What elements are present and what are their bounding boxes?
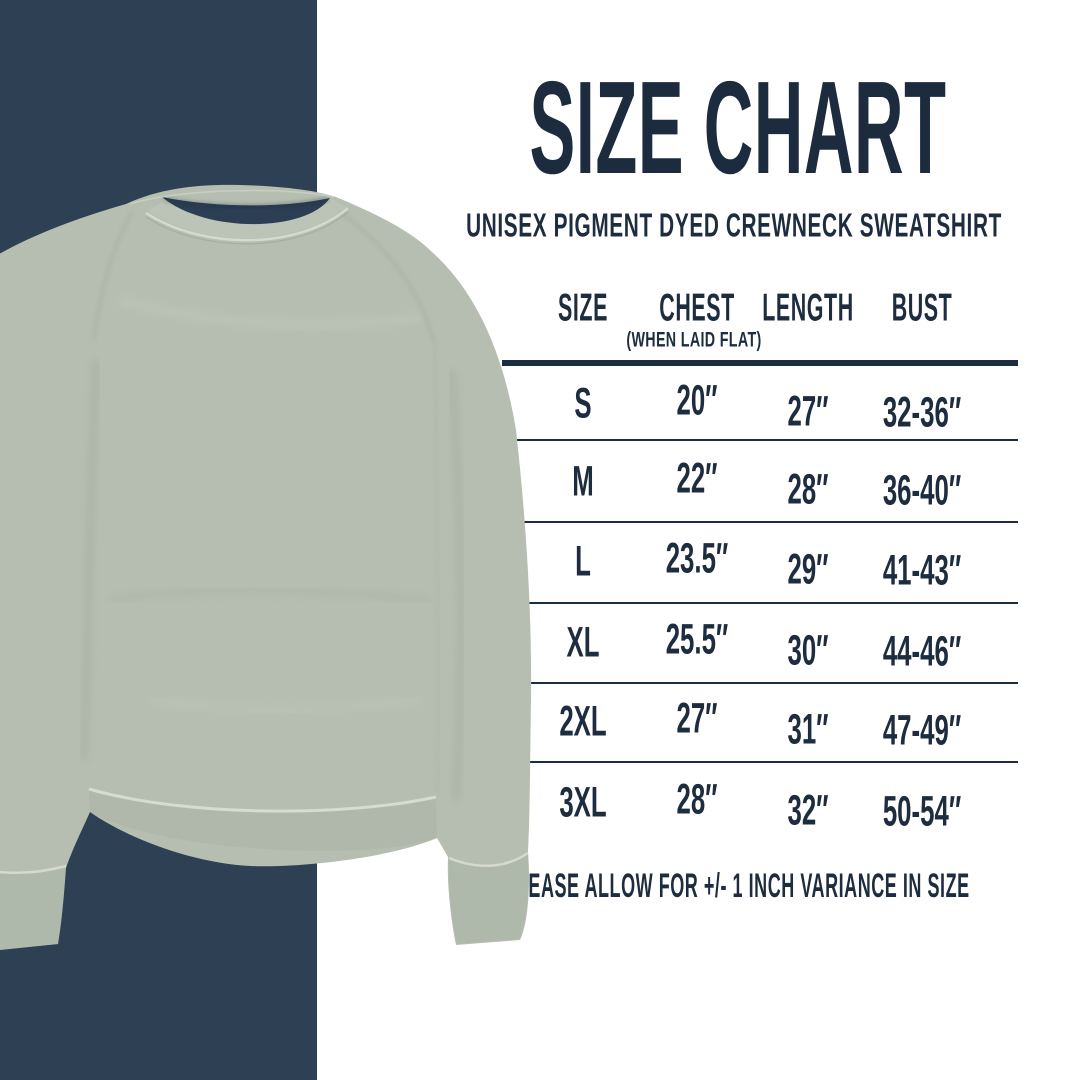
length-measure-line (364, 213, 366, 855)
length-value: 28″ (787, 465, 829, 514)
size-value: M (572, 457, 594, 506)
chest-value: 22″ (676, 454, 718, 503)
length-measure-label: LENGTH (315, 503, 341, 604)
navy-accent-band (0, 0, 317, 1080)
column-header-bust: BUST (891, 286, 953, 330)
variance-note: PLEASE ALLOW FOR +/- 1 INCH VARIANCE IN … (504, 867, 970, 905)
length-value: 30″ (787, 626, 829, 675)
row-divider (502, 761, 1018, 763)
bust-value: 50-54″ (882, 787, 962, 836)
page-title: SIZE CHART (529, 54, 947, 201)
chest-value: 20″ (676, 376, 718, 425)
chest-value: 28″ (676, 775, 718, 824)
table-header-divider (502, 360, 1018, 366)
bust-value: 44-46″ (882, 627, 962, 676)
chest-subheader: (WHEN LAID FLAT) (626, 328, 762, 352)
chest-value: 23.5″ (665, 534, 729, 583)
chest-value: 27″ (676, 694, 718, 743)
size-value: 2XL (559, 697, 607, 746)
column-header-size: SIZE (558, 286, 608, 330)
size-value: 3XL (559, 778, 607, 827)
length-value: 32″ (787, 786, 829, 835)
bust-value: 32-36″ (882, 388, 962, 437)
column-header-length: LENGTH (762, 286, 854, 330)
length-value: 31″ (787, 705, 829, 754)
row-divider (502, 682, 1018, 684)
size-value: S (574, 379, 592, 428)
bust-value: 47-49″ (882, 706, 962, 755)
row-divider (502, 521, 1018, 523)
row-divider (502, 439, 1018, 441)
product-subtitle: UNISEX PIGMENT DYED CREWNECK SWEATSHIRT (466, 206, 1002, 244)
size-value: L (575, 537, 591, 586)
length-value: 29″ (787, 545, 829, 594)
row-divider (502, 602, 1018, 604)
bust-value: 36-40″ (882, 466, 962, 515)
size-value: XL (566, 618, 600, 667)
bust-value: 41-43″ (882, 546, 962, 595)
length-value: 27″ (787, 387, 829, 436)
chest-value: 25.5″ (665, 615, 729, 664)
column-header-chest: CHEST (659, 286, 735, 330)
